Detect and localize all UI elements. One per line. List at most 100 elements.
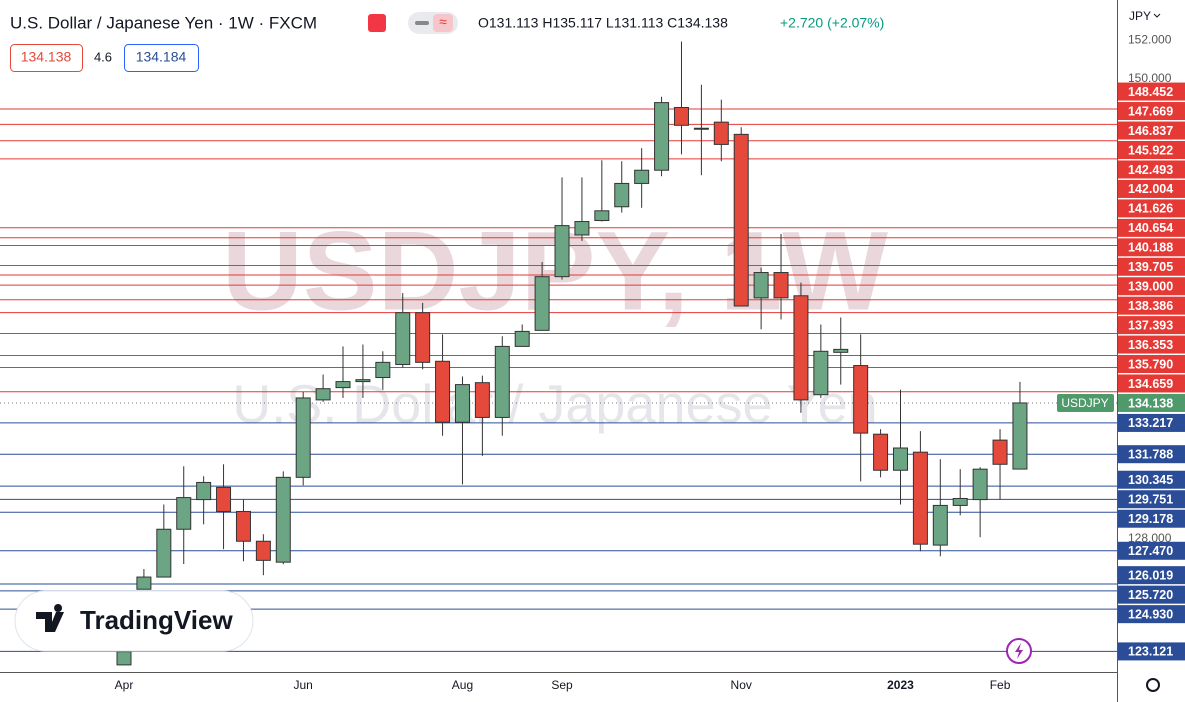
level-label: 125.720 — [1128, 588, 1173, 602]
candle-body — [992, 439, 1008, 465]
candle-body — [156, 528, 172, 578]
candle-body — [255, 540, 271, 561]
candle-body — [833, 348, 849, 353]
candle-body — [892, 447, 908, 471]
level-label-box — [1118, 218, 1185, 237]
x-tick-label: Jun — [294, 678, 313, 692]
level-label-box — [1118, 642, 1185, 661]
candle-body — [793, 295, 809, 401]
level-label-box — [1118, 335, 1185, 354]
candle-body — [435, 360, 451, 423]
level-label-box — [1118, 160, 1185, 179]
candle-body — [275, 476, 291, 563]
level-label-box — [1118, 316, 1185, 335]
level-label: 147.669 — [1128, 104, 1173, 118]
candle-body — [693, 127, 709, 130]
candle-body — [574, 221, 590, 236]
y-tick-label: 150.000 — [1128, 71, 1172, 85]
level-label-box — [1118, 277, 1185, 296]
level-label-box — [1118, 179, 1185, 198]
symbol-tag: USDJPY — [1061, 396, 1108, 410]
level-label-box — [1118, 121, 1185, 140]
candle-body — [474, 382, 490, 418]
logo-icon — [36, 604, 64, 632]
symbol-title: U.S. Dollar / Japanese Yen · 1W · FXCM — [10, 13, 317, 32]
level-label-box — [1118, 541, 1185, 560]
level-label: 129.178 — [1128, 512, 1173, 526]
level-label: 130.345 — [1128, 473, 1173, 487]
candle-body — [713, 121, 729, 145]
candle-body — [375, 361, 391, 379]
price-tag-value: 134.138 — [1128, 396, 1173, 410]
level-label: 127.470 — [1128, 544, 1173, 558]
level-label: 129.751 — [1128, 493, 1173, 507]
toggle-left — [415, 21, 429, 25]
level-label: 140.654 — [1128, 221, 1173, 235]
logo-text: TradingView — [80, 605, 233, 635]
candle-body — [494, 345, 510, 418]
x-tick-label: Apr — [115, 678, 134, 692]
candle-body — [753, 272, 769, 299]
candle-body — [932, 504, 948, 546]
toggle-wave: ≈ — [439, 14, 447, 30]
level-label: 134.659 — [1128, 377, 1173, 391]
candle-body — [634, 169, 650, 184]
level-label-box — [1118, 445, 1185, 464]
currency-caret — [1153, 13, 1161, 18]
level-label-box — [1118, 199, 1185, 218]
level-label: 140.188 — [1128, 241, 1173, 255]
level-label-box — [1118, 141, 1185, 160]
level-label-box — [1118, 296, 1185, 315]
level-label: 133.217 — [1128, 416, 1173, 430]
candle-body — [395, 312, 411, 365]
level-label: 124.930 — [1128, 607, 1173, 621]
level-label: 131.788 — [1128, 447, 1173, 461]
candle-body — [853, 365, 869, 434]
logo-box[interactable] — [14, 590, 254, 652]
candle-body — [733, 133, 749, 307]
candle-body — [952, 497, 968, 506]
candle-body — [673, 106, 689, 126]
level-label-box — [1118, 355, 1185, 374]
level-label: 145.922 — [1128, 143, 1173, 157]
level-label-box — [1118, 257, 1185, 276]
level-label: 137.393 — [1128, 318, 1173, 332]
level-labels: 148.452 147.669 146.837 145.922 142.493 142.0… — [1057, 82, 1185, 661]
level-label: 139.000 — [1128, 280, 1173, 294]
candle-body — [873, 433, 889, 471]
level-label-box — [1118, 102, 1185, 121]
events-bolt — [1015, 643, 1023, 659]
y-tick-label: 152.000 — [1128, 33, 1172, 47]
candle-body — [335, 381, 351, 389]
level-label: 141.626 — [1128, 202, 1173, 216]
change: +2.720 (+2.07%) — [780, 15, 884, 31]
currency-select[interactable]: JPY — [1129, 9, 1151, 23]
level-label: 138.386 — [1128, 299, 1173, 313]
level-label-box — [1118, 490, 1185, 509]
spread: 4.6 — [94, 49, 112, 64]
candle-body — [594, 210, 610, 222]
toggle-right — [433, 14, 453, 32]
candle-body — [295, 397, 311, 478]
settings-icon[interactable] — [1146, 678, 1160, 692]
flag-icon[interactable] — [368, 14, 386, 32]
candle-body — [454, 384, 470, 423]
bid-box[interactable] — [10, 44, 83, 72]
ask-box[interactable] — [124, 44, 199, 72]
x-tick-label: Sep — [551, 678, 573, 692]
ohlc: O131.113 H135.117 L131.113 C134.138 — [478, 15, 728, 31]
candle-body — [773, 272, 789, 299]
candle-body — [654, 102, 670, 171]
y-tick-label: 128.000 — [1128, 531, 1172, 545]
candle-body — [614, 182, 630, 208]
level-label-box — [1118, 470, 1185, 489]
ask: 134.184 — [136, 49, 187, 65]
level-label-box — [1118, 605, 1185, 624]
level-label: 146.837 — [1128, 124, 1173, 138]
candle-body — [912, 451, 928, 545]
candle-body — [813, 350, 829, 396]
candle-body — [315, 388, 331, 401]
level-label: 142.493 — [1128, 163, 1173, 177]
